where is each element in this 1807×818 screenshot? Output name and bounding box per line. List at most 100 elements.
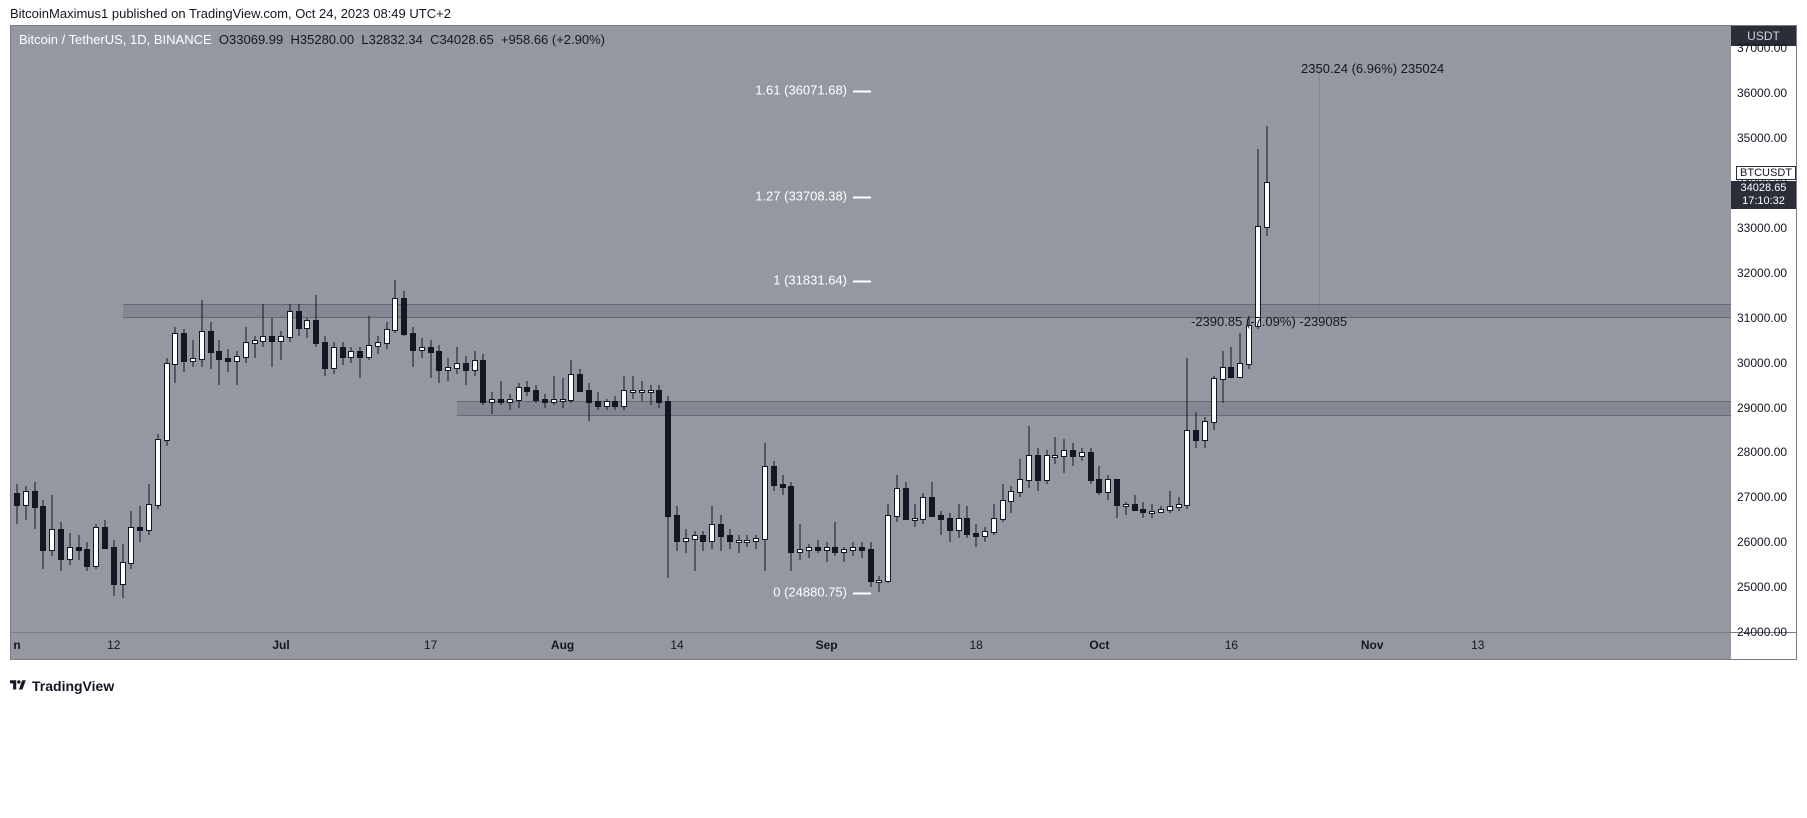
candle	[1026, 26, 1032, 632]
candle	[1017, 26, 1023, 632]
fib-level: 1.61 (36071.68)	[755, 83, 871, 98]
candle	[753, 26, 759, 632]
price-axis[interactable]: USDT 37000.0036000.0035000.0034000.00330…	[1731, 26, 1796, 632]
candle	[472, 26, 478, 632]
yaxis-tick: 27000.00	[1737, 490, 1787, 504]
yaxis-tick: 26000.00	[1737, 535, 1787, 549]
candle	[331, 26, 337, 632]
time-axis[interactable]: n12Jul17Aug14Sep18Oct16Nov13	[11, 633, 1731, 659]
candle	[410, 26, 416, 632]
candle	[181, 26, 187, 632]
candle	[199, 26, 205, 632]
xaxis-tick: Oct	[1089, 638, 1109, 652]
candle	[876, 26, 882, 632]
candle	[1079, 26, 1085, 632]
legend-symbol: Bitcoin / TetherUS, 1D, BINANCE	[19, 32, 212, 47]
candle	[340, 26, 346, 632]
xaxis-tick: Sep	[816, 638, 838, 652]
candle	[1061, 26, 1067, 632]
candle	[692, 26, 698, 632]
fib-level: 1.27 (33708.38)	[755, 189, 871, 204]
candle	[709, 26, 715, 632]
candle	[639, 26, 645, 632]
xaxis-tick: 13	[1471, 638, 1484, 652]
candle	[551, 26, 557, 632]
candle	[102, 26, 108, 632]
candle	[480, 26, 486, 632]
candle	[243, 26, 249, 632]
candle	[1035, 26, 1041, 632]
chart-container: Bitcoin / TetherUS, 1D, BINANCE O33069.9…	[10, 25, 1797, 660]
candle	[929, 26, 935, 632]
candle	[868, 26, 874, 632]
candle	[832, 26, 838, 632]
candle	[454, 26, 460, 632]
publish-info: BitcoinMaximus1 published on TradingView…	[0, 0, 1807, 25]
candle	[656, 26, 662, 632]
yaxis-tick: 35000.00	[1737, 131, 1787, 145]
candle	[155, 26, 161, 632]
candle	[375, 26, 381, 632]
candle	[436, 26, 442, 632]
candle	[956, 26, 962, 632]
candle	[595, 26, 601, 632]
yaxis-tick: 25000.00	[1737, 580, 1787, 594]
candle	[111, 26, 117, 632]
candle	[938, 26, 944, 632]
candle	[164, 26, 170, 632]
candle	[1070, 26, 1076, 632]
candle	[357, 26, 363, 632]
candle	[428, 26, 434, 632]
candle	[815, 26, 821, 632]
candle	[964, 26, 970, 632]
candle	[32, 26, 38, 632]
candle	[859, 26, 865, 632]
candle	[489, 26, 495, 632]
candle	[736, 26, 742, 632]
candle	[384, 26, 390, 632]
candle	[84, 26, 90, 632]
xaxis-tick: Jul	[272, 638, 289, 652]
xaxis-tick: Nov	[1361, 638, 1384, 652]
candle	[1114, 26, 1120, 632]
support-resistance-zone	[123, 304, 1731, 317]
fib-level: 0 (24880.75)	[773, 585, 871, 600]
xaxis-tick: 14	[670, 638, 683, 652]
xaxis-tick: n	[13, 638, 20, 652]
candle	[137, 26, 143, 632]
candle	[1176, 26, 1182, 632]
yaxis-tick: 31000.00	[1737, 311, 1787, 325]
candle	[533, 26, 539, 632]
candle	[401, 26, 407, 632]
candle	[296, 26, 302, 632]
candle	[797, 26, 803, 632]
candle	[824, 26, 830, 632]
yaxis-tick: 33000.00	[1737, 221, 1787, 235]
candle	[1184, 26, 1190, 632]
yaxis-tick: 24000.00	[1737, 625, 1787, 639]
candle	[287, 26, 293, 632]
candle	[947, 26, 953, 632]
xaxis-tick: 17	[424, 638, 437, 652]
candle	[14, 26, 20, 632]
legend-change: +958.66 (+2.90%)	[501, 32, 605, 47]
footer-branding: TradingView	[0, 670, 1807, 706]
candle	[234, 26, 240, 632]
candle	[982, 26, 988, 632]
candle	[498, 26, 504, 632]
candle	[674, 26, 680, 632]
candle	[1167, 26, 1173, 632]
candle	[604, 26, 610, 632]
candle	[1132, 26, 1138, 632]
chart-pane[interactable]: Bitcoin / TetherUS, 1D, BINANCE O33069.9…	[11, 26, 1731, 632]
candle	[366, 26, 372, 632]
candle	[190, 26, 196, 632]
candle	[806, 26, 812, 632]
candle	[49, 26, 55, 632]
legend-o: 33069.99	[229, 32, 283, 47]
xaxis-tick: Aug	[551, 638, 574, 652]
candle	[727, 26, 733, 632]
candle	[700, 26, 706, 632]
candle	[560, 26, 566, 632]
yaxis-tick: 28000.00	[1737, 445, 1787, 459]
